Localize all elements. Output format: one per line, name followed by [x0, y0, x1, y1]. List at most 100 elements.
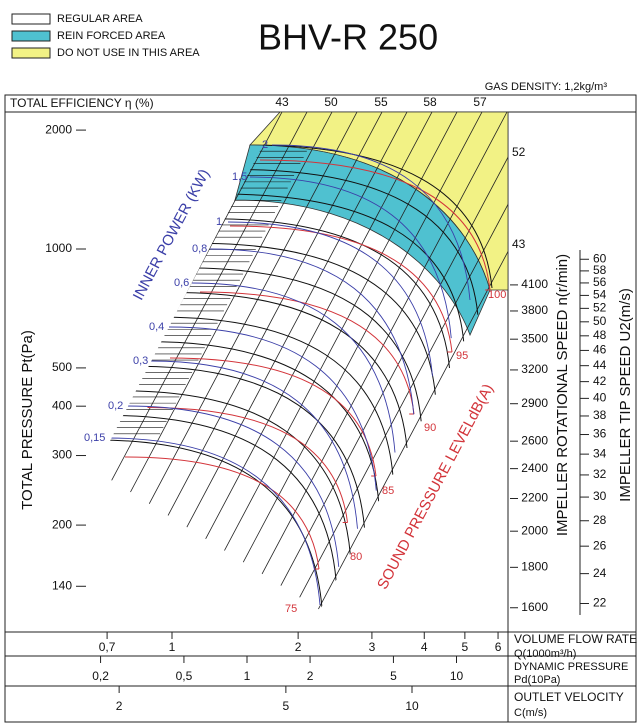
curve: [168, 326, 377, 491]
speed-tick-label: 2000: [521, 523, 548, 537]
power-curve-label: 0,6: [174, 277, 189, 289]
efficiency-value: 57: [473, 95, 487, 109]
curve: [249, 144, 493, 289]
tip-speed-tick-label: 26: [593, 538, 607, 552]
curve: [169, 357, 377, 477]
tip-speed-tick-label: 58: [593, 263, 607, 277]
system-line: [251, 112, 508, 610]
flow-tick-label: 4: [421, 640, 428, 654]
speed-axis-title: IMPELLER ROTATIONAL SPEED n(r/min): [554, 254, 571, 536]
flow-axis-title: VOLUME FLOW RATE: [514, 632, 637, 646]
sound-curve-label: 95: [456, 350, 468, 362]
system-line: [95, 112, 308, 610]
y-tick-label: 200: [52, 517, 72, 531]
pd-tick-label: 0,2: [92, 669, 109, 683]
power-curve-label: 2: [262, 139, 268, 151]
curve: [224, 193, 465, 342]
y-tick-label: 2000: [45, 122, 72, 136]
tip-speed-tick-label: 60: [593, 251, 607, 265]
velocity-tick-label: 2: [116, 699, 123, 713]
velocity-axis-title: OUTLET VELOCITY: [514, 690, 624, 704]
curve: [126, 405, 340, 567]
pd-tick-label: 1: [244, 669, 251, 683]
tip-speed-tick-label: 34: [593, 446, 607, 460]
system-line: [95, 112, 283, 610]
velocity-axis-unit: C(m/s): [514, 707, 547, 719]
tip-speed-tick-label: 36: [593, 427, 607, 441]
tip-speed-tick-label: 46: [593, 343, 607, 357]
y-tick-label: 300: [52, 448, 72, 462]
efficiency-label: TOTAL EFFICIENCY η (%): [10, 96, 154, 110]
tip-speed-tick-label: 30: [593, 489, 607, 503]
power-curve-label: 0,15: [84, 432, 105, 444]
tip-speed-tick-label: 50: [593, 314, 607, 328]
tip-speed-tick-label: 28: [593, 513, 607, 527]
legend-swatch: [11, 47, 51, 59]
curve: [271, 144, 471, 301]
curve: [160, 316, 394, 475]
curve: [96, 439, 323, 609]
system-line: [95, 112, 258, 610]
speed-tick-label: 2200: [521, 491, 548, 505]
pd-tick-label: 2: [307, 669, 314, 683]
sound-curve-label: 100: [488, 289, 506, 301]
power-curve-label: 0,4: [149, 321, 164, 333]
speed-tick-label: 3800: [521, 303, 548, 317]
curve: [199, 291, 415, 415]
system-line: [95, 112, 108, 610]
y-tick-label: 500: [52, 360, 72, 374]
curve: [237, 169, 479, 315]
legend-swatch: [11, 13, 51, 25]
tip-speed-tick-label: 52: [593, 301, 607, 315]
efficiency-value: 58: [423, 95, 437, 109]
efficiency-value: 43: [275, 95, 289, 109]
velocity-tick-label: 10: [405, 699, 419, 713]
speed-tick-label: 4100: [521, 277, 548, 291]
speed-tick-label: 1800: [521, 560, 548, 574]
tip-speed-tick-label: 22: [593, 596, 607, 610]
flow-tick-label: 1: [169, 640, 176, 654]
dynamic-pressure-unit: Pd(10Pa): [514, 674, 560, 686]
power-curve-label: 0,8: [192, 243, 207, 255]
chart-frame: [4, 94, 637, 723]
speed-tick-label: 2400: [521, 461, 548, 475]
curve: [227, 221, 433, 377]
flow-tick-label: 5: [462, 640, 469, 654]
curve: [229, 225, 453, 353]
system-line: [0, 112, 7, 640]
system-line: [226, 112, 508, 610]
system-line: [201, 112, 483, 610]
pressure-axis-title: TOTAL PRESSURE Pt(Pa): [19, 330, 36, 510]
efficiency-value: 43: [512, 237, 526, 251]
power-labels: 2 1,5 1 0,8 0,6 0,4 0,3 0,2 0,15: [84, 139, 268, 444]
curve: [150, 360, 358, 529]
y-tick-label: 1000: [45, 241, 72, 255]
power-label: INNER POWER (KW): [130, 166, 213, 303]
system-line: [276, 112, 508, 610]
system-line: [301, 112, 508, 610]
tip-speed-axis-title: IMPELLER TIP SPEED U2(m/s): [617, 288, 634, 502]
curve: [209, 248, 415, 415]
flow-tick-label: 6: [495, 640, 502, 654]
pd-tick-label: 0,5: [176, 669, 193, 683]
chart-title: BHV-R 250: [258, 17, 438, 58]
curve: [173, 292, 408, 449]
tip-speed-tick-label: 42: [593, 374, 607, 388]
curve: [122, 390, 351, 555]
curve: [124, 456, 320, 570]
curve: [186, 267, 422, 422]
velocity-tick-label: 5: [283, 699, 290, 713]
speed-tick-label: 3200: [521, 362, 548, 376]
sound-curve-label: 85: [382, 485, 394, 497]
sound-curve-label: 75: [285, 603, 297, 615]
sound-curve-label: 80: [350, 551, 362, 563]
sound-curve-label: 90: [424, 422, 436, 434]
curve: [147, 341, 380, 502]
legend-swatch: [11, 30, 51, 42]
curve: [191, 282, 396, 453]
curve: [249, 176, 452, 339]
speed-tick-label: 2900: [521, 396, 548, 410]
flow-tick-label: 3: [369, 640, 376, 654]
efficiency-value: 55: [374, 95, 388, 109]
